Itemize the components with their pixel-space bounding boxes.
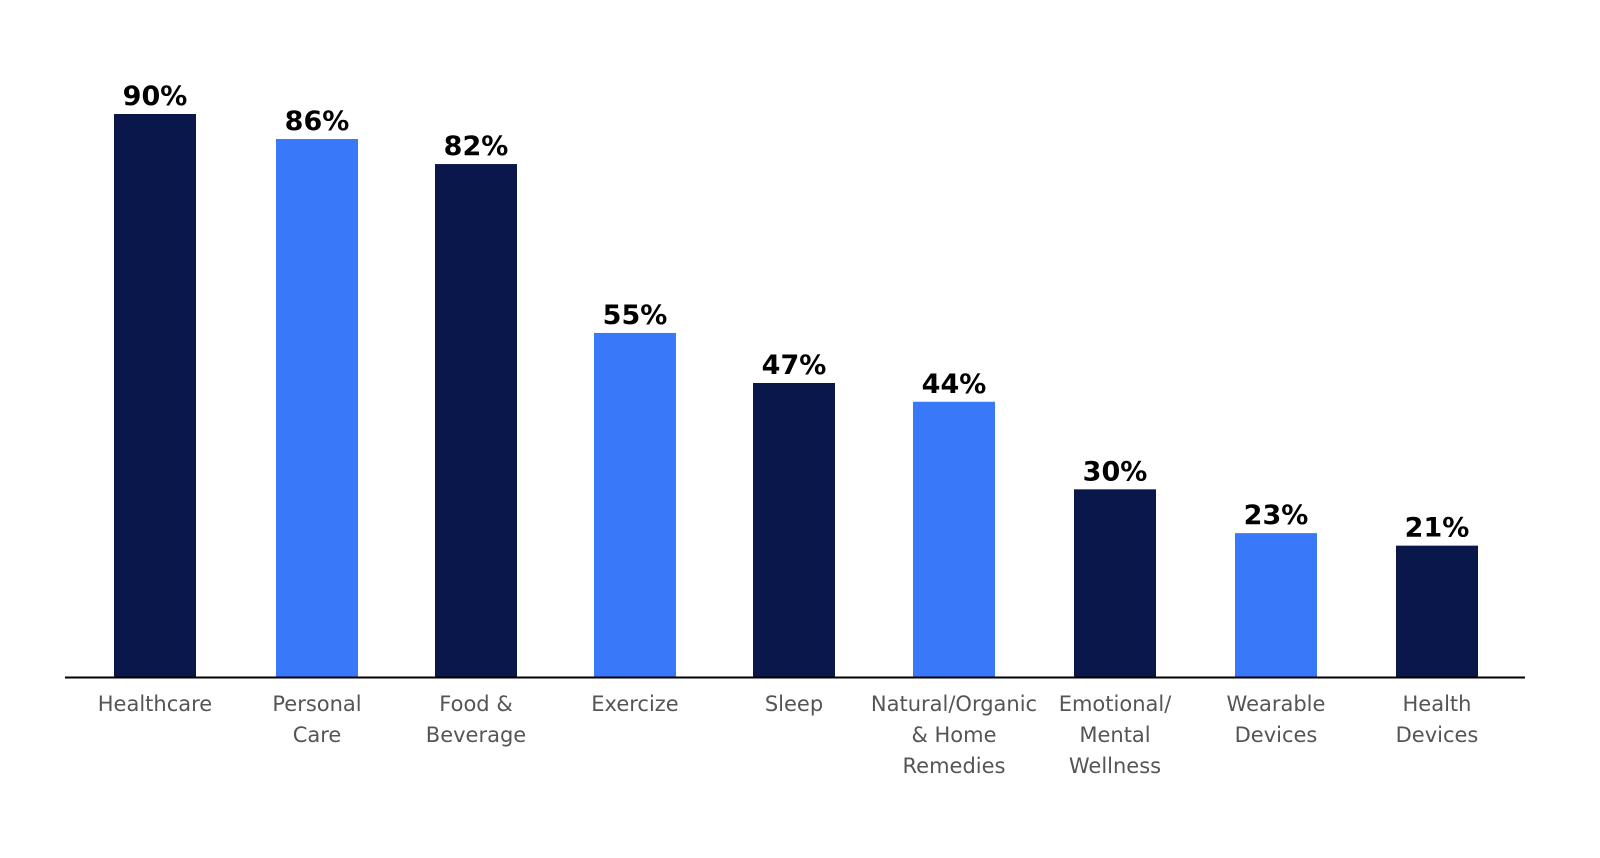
bar (913, 401, 995, 677)
data-label: 55% (603, 300, 668, 331)
category-label: Healthcare (98, 692, 212, 716)
bar (753, 382, 835, 677)
category-label: Devices (1396, 723, 1479, 747)
bar (1074, 489, 1156, 677)
category-label: Wearable (1227, 692, 1326, 716)
category-label: Health (1403, 692, 1472, 716)
category-label: Emotional/ (1059, 692, 1173, 716)
category-label: Wellness (1069, 754, 1161, 778)
bar (435, 164, 517, 678)
category-label: Exercize (591, 692, 678, 716)
category-label: Beverage (426, 723, 526, 747)
bar (1235, 533, 1317, 677)
category-label: Care (293, 723, 342, 747)
data-label: 44% (922, 369, 987, 400)
category-label: Devices (1235, 723, 1318, 747)
category-label: Sleep (765, 692, 823, 716)
category-label: Food & (439, 692, 512, 716)
data-label: 86% (285, 106, 350, 137)
data-label: 82% (444, 131, 509, 162)
data-label: 47% (762, 350, 827, 381)
data-label: 90% (123, 81, 188, 112)
data-label: 30% (1083, 456, 1148, 487)
bars: 90% Healthcare 86% Personal Care 82% Food & Bev… (98, 81, 1479, 778)
category-label: Remedies (903, 754, 1006, 778)
bar (1396, 545, 1478, 677)
bar (594, 332, 676, 677)
data-label: 23% (1244, 500, 1309, 531)
data-label: 21% (1405, 513, 1470, 544)
bar (114, 114, 196, 677)
bar (276, 139, 358, 677)
category-label: Natural/Organic (871, 692, 1037, 716)
category-label: Personal (272, 692, 361, 716)
category-label: Mental (1079, 723, 1150, 747)
category-label: & Home (911, 723, 996, 747)
